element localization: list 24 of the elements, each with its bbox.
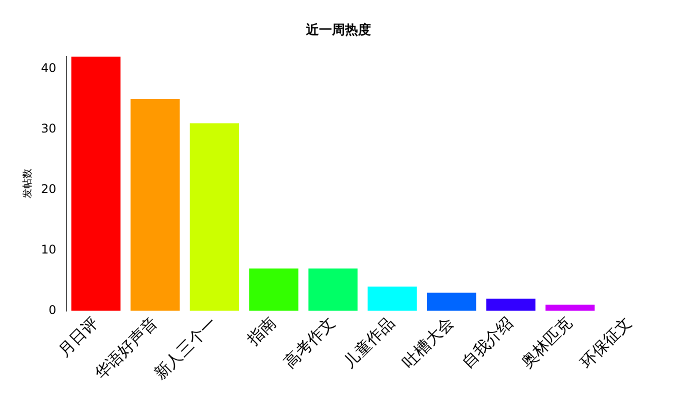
bar — [486, 298, 536, 311]
x-tick-label: 儿童作品 — [339, 312, 398, 372]
chart-title: 近一周热度 — [305, 22, 371, 38]
x-tick-label: 吐槽大会 — [398, 312, 458, 372]
y-tick-label: 0 — [48, 302, 56, 317]
y-tick-label: 40 — [40, 60, 56, 75]
x-tick-label: 环保征文 — [576, 312, 636, 372]
x-tick-label: 高考作文 — [280, 312, 339, 372]
bar — [249, 268, 298, 311]
y-tick-label: 20 — [40, 182, 56, 196]
bar — [190, 123, 240, 311]
bar — [368, 286, 417, 311]
bar — [308, 268, 358, 311]
x-tick-label: 自我介绍 — [458, 312, 517, 372]
y-tick-label: 10 — [40, 242, 56, 256]
bar — [426, 292, 476, 311]
x-tick-label: 奥林匹克 — [517, 312, 576, 372]
bar — [71, 56, 121, 311]
bar — [545, 304, 595, 311]
x-tick-label: 指南 — [242, 312, 280, 350]
y-tick-label: 30 — [40, 121, 56, 136]
bar — [130, 98, 180, 311]
x-tick-label: 月日评 — [54, 312, 102, 360]
y-axis-title: 发帖数 — [22, 168, 34, 199]
